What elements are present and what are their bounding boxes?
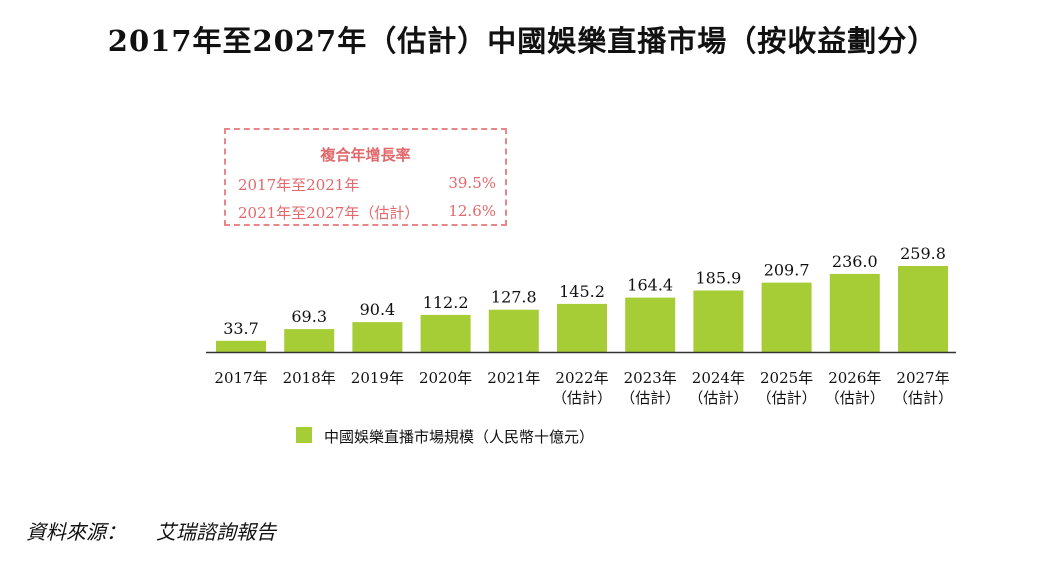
cagr-box: 複合年增長率 2017年至2021年 39.5% 2021年至2027年（估計）… xyxy=(224,128,507,226)
data-label: 127.8 xyxy=(491,288,537,307)
x-tick-label: （估計） xyxy=(757,389,817,407)
bar xyxy=(284,329,335,352)
cagr-title: 複合年增長率 xyxy=(320,146,411,164)
x-tick-label: 2017年 xyxy=(214,369,267,387)
bar xyxy=(557,303,607,352)
data-label: 236.0 xyxy=(832,252,878,271)
x-tick-label: 2025年 xyxy=(760,369,813,387)
data-label: 33.7 xyxy=(223,319,259,338)
x-tick-label: （估計） xyxy=(688,389,748,407)
data-label: 145.2 xyxy=(559,282,605,301)
bar xyxy=(761,282,812,352)
cagr-value: 39.5% xyxy=(448,174,496,192)
bar xyxy=(693,290,744,352)
bar xyxy=(352,322,403,352)
data-label: 112.2 xyxy=(423,293,469,312)
data-label: 164.4 xyxy=(627,276,673,295)
data-label: 69.3 xyxy=(291,307,327,326)
bar xyxy=(625,297,676,352)
data-label: 90.4 xyxy=(360,300,396,319)
x-tick-label: 2020年 xyxy=(419,369,472,387)
chart-title: 2017年至2027年（估計）中國娛樂直播市場（按收益劃分） xyxy=(107,24,938,58)
cagr-period-label: 2021年至2027年（估計） xyxy=(238,204,420,222)
data-label: 209.7 xyxy=(764,261,810,280)
x-tick-label: （估計） xyxy=(552,389,612,407)
x-tick-label: （估計） xyxy=(620,389,680,407)
cagr-value: 12.6% xyxy=(448,202,496,220)
x-tick-label: （估計） xyxy=(893,389,953,407)
x-tick-label: 2021年 xyxy=(487,369,540,387)
source-label: 資料來源： xyxy=(26,520,126,544)
data-label: 259.8 xyxy=(900,244,946,263)
x-tick-label: 2019年 xyxy=(351,369,404,387)
x-tick-label: 2024年 xyxy=(692,369,745,387)
bar xyxy=(488,309,539,352)
data-label: 185.9 xyxy=(695,269,741,288)
source-note: 資料來源： 艾瑞諮詢報告 xyxy=(26,516,276,545)
x-tick-label: 2026年 xyxy=(828,369,881,387)
bar xyxy=(216,340,266,352)
x-tick-label: （估計） xyxy=(825,389,885,407)
bar xyxy=(898,266,948,352)
cagr-period-label: 2017年至2021年 xyxy=(238,176,360,194)
x-tick-label: 2018年 xyxy=(283,369,336,387)
x-tick-label: 2027年 xyxy=(896,369,949,387)
bar xyxy=(829,273,880,352)
source-value: 艾瑞諮詢報告 xyxy=(156,520,276,544)
x-tick-label: 2023年 xyxy=(624,369,677,387)
legend-label: 中國娛樂直播市場規模（人民幣十億元） xyxy=(324,428,595,446)
x-tick-label: 2022年 xyxy=(555,369,608,387)
legend-swatch xyxy=(296,427,312,443)
bar xyxy=(420,314,471,352)
